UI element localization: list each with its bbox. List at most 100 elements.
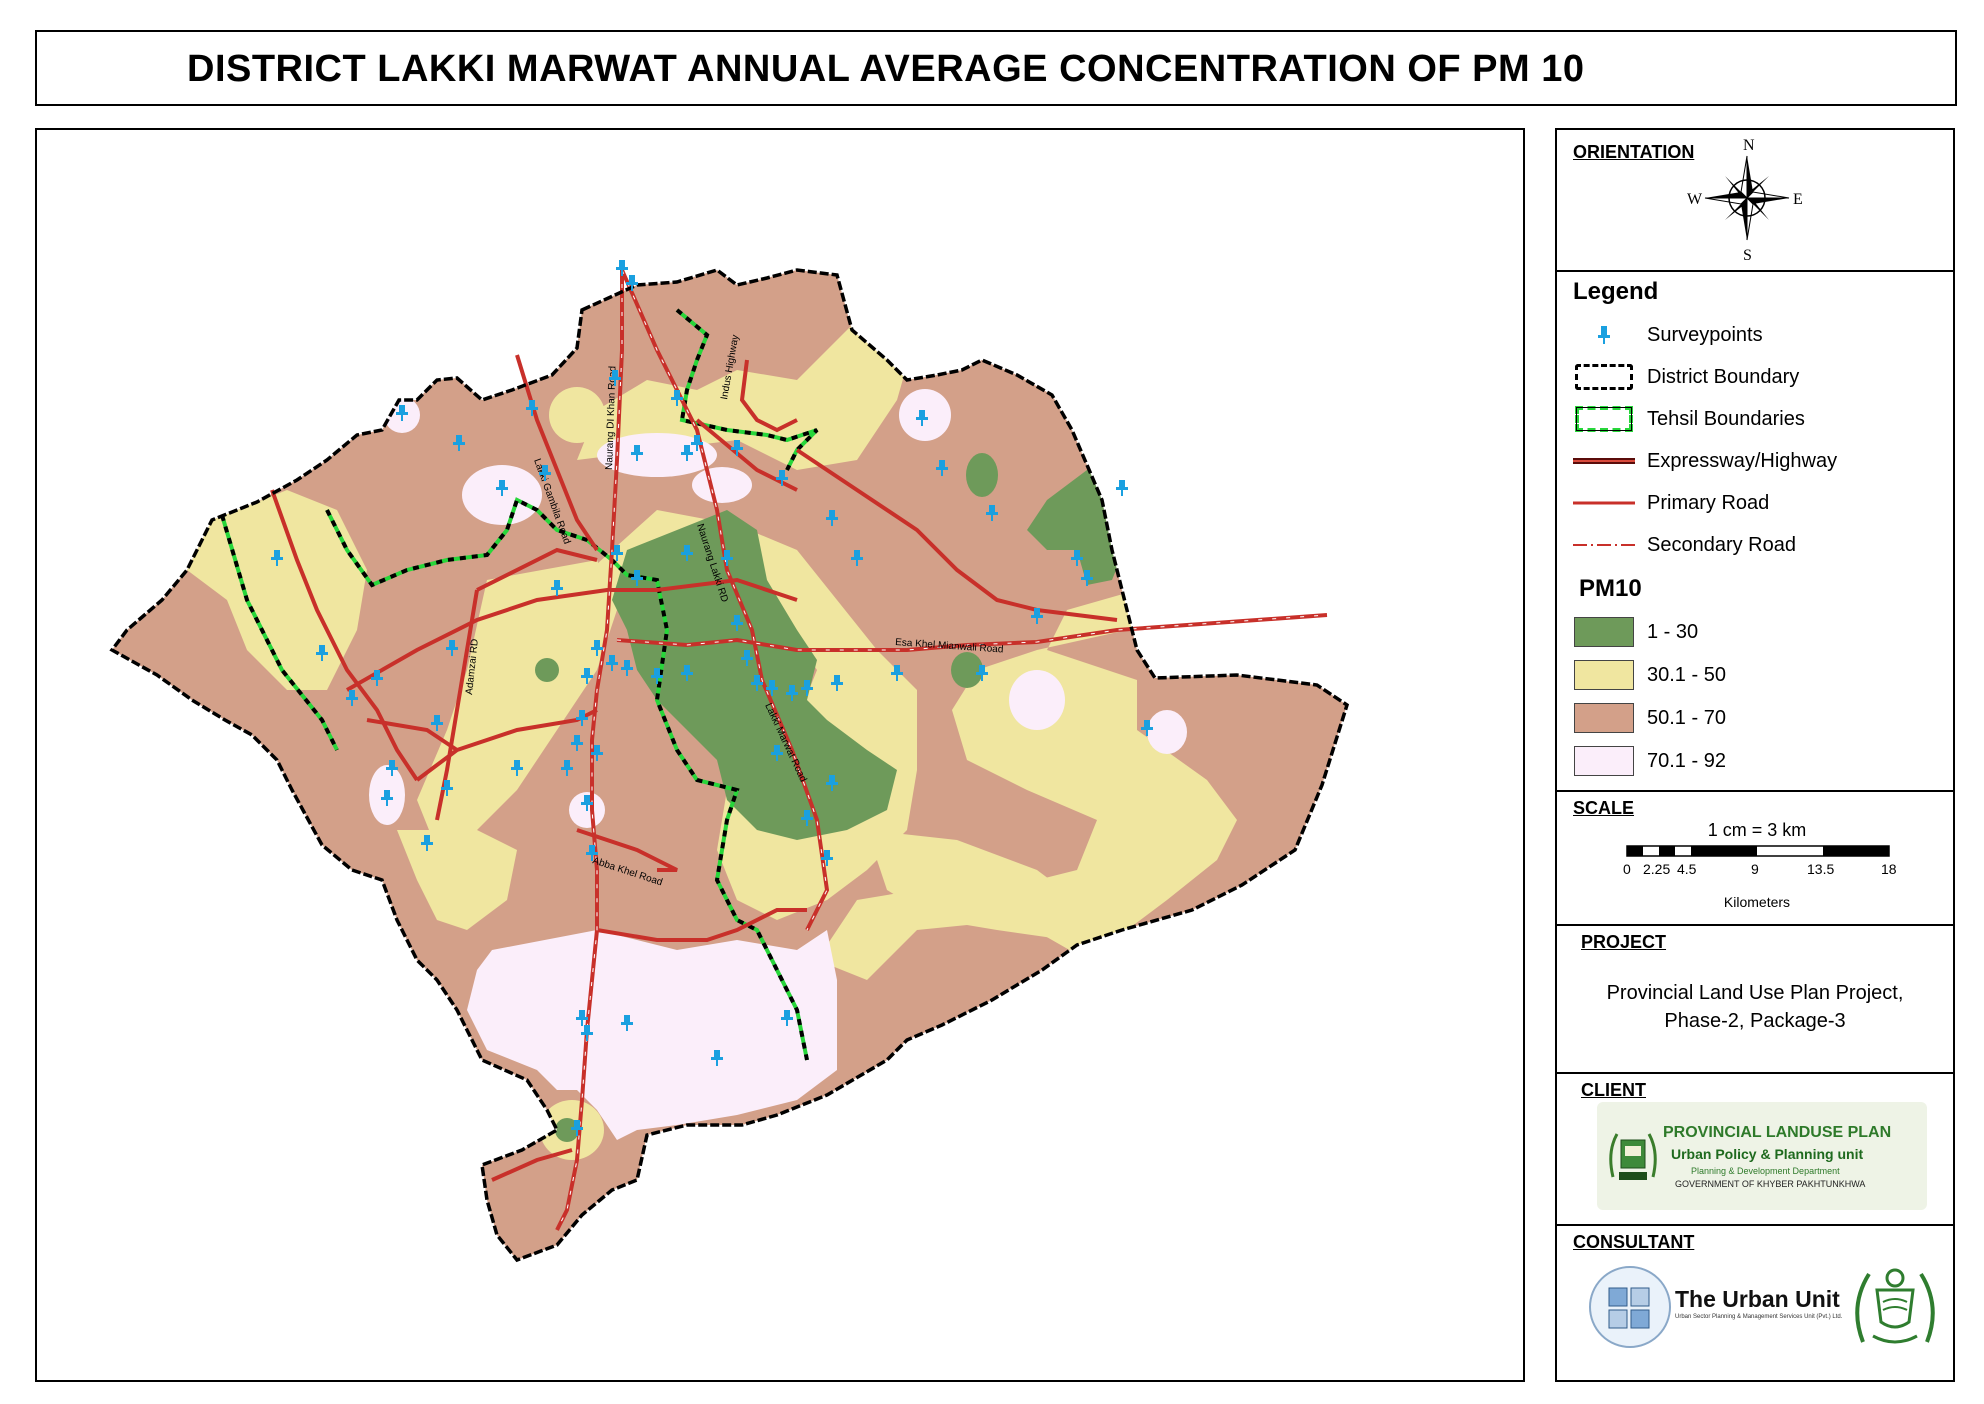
legend-class-2: 30.1 - 50 bbox=[1573, 658, 1726, 692]
survey-point-icon bbox=[616, 260, 628, 276]
primary-road bbox=[695, 418, 798, 492]
svg-text:0: 0 bbox=[1623, 861, 1631, 877]
pm10-zone-30-50 bbox=[817, 330, 1237, 980]
project-line-1: Provincial Land Use Plan Project, bbox=[1606, 982, 1904, 1004]
survey-point-icon bbox=[801, 680, 813, 696]
swatch-30-50 bbox=[1574, 660, 1634, 690]
orientation-title: ORIENTATION bbox=[1573, 142, 1695, 162]
punjab-emblem-icon bbox=[1855, 1268, 1935, 1344]
survey-point-icon bbox=[681, 665, 693, 681]
survey-point-icon bbox=[576, 1010, 588, 1026]
pm10-zone-1-30 bbox=[951, 652, 983, 688]
survey-point-icon bbox=[511, 760, 523, 776]
abba-khel-road bbox=[576, 828, 678, 872]
survey-point-icon bbox=[396, 405, 408, 421]
survey-point-icon bbox=[571, 1120, 583, 1136]
scale-ratio: 1 cm = 3 km bbox=[1707, 820, 1807, 840]
swatch-70-92 bbox=[1574, 746, 1634, 776]
survey-point-icon bbox=[381, 790, 393, 806]
survey-point-icon bbox=[581, 668, 593, 684]
survey-point-icon bbox=[621, 660, 633, 676]
survey-point-icon bbox=[1116, 480, 1128, 496]
pm10-zone-1-30 bbox=[966, 453, 998, 497]
survey-point-icon bbox=[591, 745, 603, 761]
client-title: CLIENT bbox=[1581, 1080, 1646, 1100]
client-unit: Urban Policy & Planning unit bbox=[1671, 1146, 1864, 1162]
survey-point-icon bbox=[551, 580, 563, 596]
compass-south: S bbox=[1743, 247, 1752, 261]
client-logo-block: PROVINCIAL LANDUSE PLAN Urban Policy & P… bbox=[1597, 1102, 1927, 1210]
survey-point-icon bbox=[916, 410, 928, 426]
project-title: PROJECT bbox=[1581, 932, 1667, 952]
scale-title: SCALE bbox=[1573, 798, 1635, 818]
survey-pin-icon bbox=[1573, 320, 1635, 350]
legend-section: Legend Surveypoints District Boundary Te… bbox=[1557, 270, 1953, 792]
survey-point-icon bbox=[371, 670, 383, 686]
survey-point-icon bbox=[621, 1015, 633, 1031]
pm10-zone-30-50 bbox=[417, 560, 617, 850]
project-line-2: Phase-2, Package-3 bbox=[1664, 1010, 1846, 1032]
pm10-zone-70-92 bbox=[692, 467, 752, 503]
survey-point-icon bbox=[271, 550, 283, 566]
survey-point-icon bbox=[581, 795, 593, 811]
survey-point-icon bbox=[986, 505, 998, 521]
pm10-zone-30-50 bbox=[187, 490, 367, 690]
survey-point-icon bbox=[751, 675, 763, 691]
legend-item-secondary-road: Secondary Road bbox=[1573, 528, 1796, 562]
compass-east: E bbox=[1793, 191, 1803, 208]
survey-point-icon bbox=[631, 445, 643, 461]
survey-point-icon bbox=[626, 275, 638, 291]
survey-point-icon bbox=[826, 775, 838, 791]
survey-point-icon bbox=[611, 545, 623, 561]
survey-point-icon bbox=[1081, 570, 1093, 586]
survey-point-icon bbox=[441, 780, 453, 796]
district-boundary-line bbox=[1573, 362, 1635, 392]
primary-road-line bbox=[1573, 488, 1635, 518]
lakki-gambila-road bbox=[515, 354, 599, 552]
legend-item-tehsil-boundaries: Tehsil Boundaries bbox=[1573, 402, 1805, 436]
adamzai-road bbox=[435, 589, 479, 821]
client-section: CLIENT PROVINCIAL LANDUSE PLAN Urban Pol… bbox=[1557, 1072, 1953, 1226]
survey-point-icon bbox=[781, 1010, 793, 1026]
compass-north: N bbox=[1743, 137, 1755, 154]
compass-west: W bbox=[1687, 191, 1703, 208]
side-panel: ORIENTATION N S E W L bbox=[1555, 128, 1955, 1382]
survey-point-icon bbox=[731, 615, 743, 631]
survey-point-icon bbox=[831, 675, 843, 691]
survey-point-icon bbox=[786, 685, 798, 701]
swatch-50-70 bbox=[1574, 703, 1634, 733]
svg-text:13.5: 13.5 bbox=[1807, 861, 1834, 877]
survey-point-icon bbox=[571, 735, 583, 751]
survey-point-icon bbox=[1141, 720, 1153, 736]
survey-point-icon bbox=[1071, 550, 1083, 566]
legend-class-1: 1 - 30 bbox=[1573, 615, 1698, 649]
svg-text:4.5: 4.5 bbox=[1677, 861, 1697, 877]
primary-road bbox=[596, 908, 807, 942]
survey-point-icon bbox=[731, 440, 743, 456]
survey-point-icon bbox=[581, 1025, 593, 1041]
survey-point-icon bbox=[606, 655, 618, 671]
svg-text:2.25: 2.25 bbox=[1643, 861, 1670, 877]
indus-highway bbox=[739, 359, 798, 433]
survey-point-icon bbox=[936, 460, 948, 476]
secondary-road-line bbox=[1573, 530, 1635, 560]
survey-point-icon bbox=[586, 845, 598, 861]
survey-point-icon bbox=[721, 550, 733, 566]
survey-point-icon bbox=[691, 435, 703, 451]
survey-point-icon bbox=[446, 640, 458, 656]
legend-class-4: 70.1 - 92 bbox=[1573, 744, 1726, 778]
map-title: DISTRICT LAKKI MARWAT ANNUAL AVERAGE CON… bbox=[187, 48, 1585, 90]
highway-naurang-di-khan bbox=[555, 270, 624, 1231]
pm10-zone-1-30 bbox=[535, 658, 559, 682]
survey-point-icon bbox=[741, 650, 753, 666]
survey-point-icon bbox=[431, 715, 443, 731]
survey-point-icon bbox=[496, 480, 508, 496]
swatch-1-30 bbox=[1574, 617, 1634, 647]
survey-point-icon bbox=[386, 760, 398, 776]
survey-point-icon bbox=[711, 1050, 723, 1066]
esa-khel-mianwali-road bbox=[616, 613, 1328, 652]
survey-point-icon bbox=[631, 570, 643, 586]
kp-emblem-icon bbox=[1609, 1133, 1657, 1180]
legend-item-surveypoints: Surveypoints bbox=[1573, 318, 1763, 352]
pm10-zone-30-50 bbox=[577, 320, 917, 470]
